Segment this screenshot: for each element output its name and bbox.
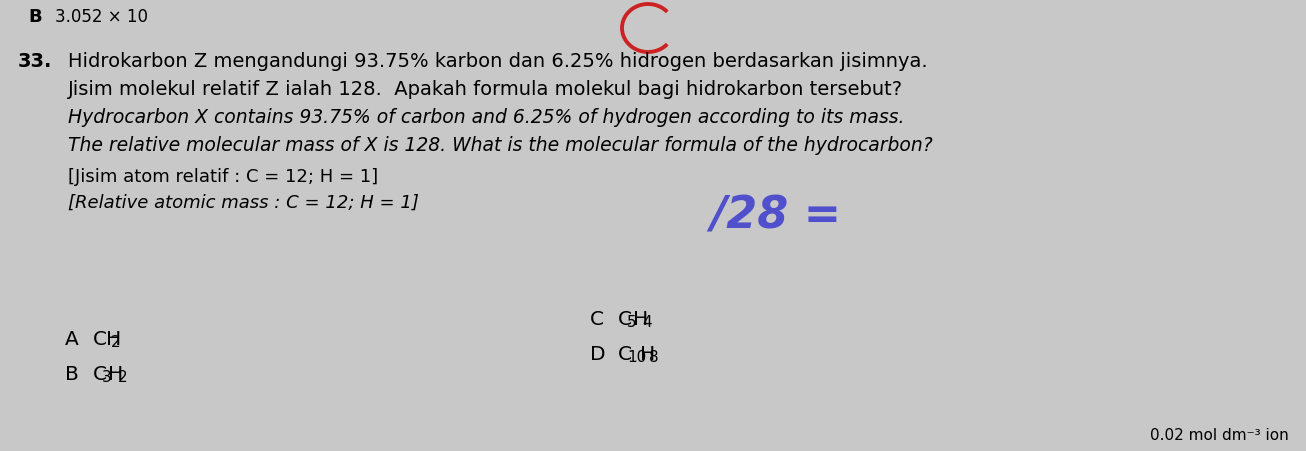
- Text: Hydrocarbon X contains 93.75% of carbon and 6.25% of hydrogen according to its m: Hydrocarbon X contains 93.75% of carbon …: [68, 108, 905, 127]
- Text: 8: 8: [649, 350, 658, 365]
- Text: B: B: [65, 365, 78, 384]
- Text: 0.02 mol dm⁻³ ion: 0.02 mol dm⁻³ ion: [1151, 428, 1289, 443]
- Text: The relative molecular mass of X is 128. What is the molecular formula of the hy: The relative molecular mass of X is 128.…: [68, 136, 932, 155]
- Text: CH: CH: [93, 330, 123, 349]
- Text: 2: 2: [118, 370, 127, 385]
- Text: 10: 10: [627, 350, 646, 365]
- Text: 4: 4: [643, 315, 652, 330]
- Text: A: A: [65, 330, 78, 349]
- Text: Hidrokarbon Z mengandungi 93.75% karbon dan 6.25% hidrogen berdasarkan jisimnya.: Hidrokarbon Z mengandungi 93.75% karbon …: [68, 52, 927, 71]
- Text: [Relative atomic mass : C = 12; H = 1]: [Relative atomic mass : C = 12; H = 1]: [68, 194, 419, 212]
- Text: H: H: [640, 345, 656, 364]
- Text: C: C: [618, 310, 632, 329]
- Text: C: C: [590, 310, 603, 329]
- Text: C: C: [618, 345, 632, 364]
- Text: Jisim molekul relatif Z ialah 128.  Apakah formula molekul bagi hidrokarbon ters: Jisim molekul relatif Z ialah 128. Apaka…: [68, 80, 904, 99]
- Text: C: C: [93, 365, 107, 384]
- Text: 2: 2: [111, 335, 120, 350]
- Text: H: H: [633, 310, 649, 329]
- Text: 5: 5: [627, 315, 636, 330]
- Text: 3.052 × 10: 3.052 × 10: [55, 8, 148, 26]
- Text: /28 =: /28 =: [710, 195, 841, 238]
- Text: 33.: 33.: [18, 52, 52, 71]
- Text: B: B: [27, 8, 42, 26]
- Text: D: D: [590, 345, 606, 364]
- Text: 3: 3: [102, 370, 112, 385]
- Text: H: H: [108, 365, 124, 384]
- Text: [Jisim atom relatif : C = 12; H = 1]: [Jisim atom relatif : C = 12; H = 1]: [68, 168, 379, 186]
